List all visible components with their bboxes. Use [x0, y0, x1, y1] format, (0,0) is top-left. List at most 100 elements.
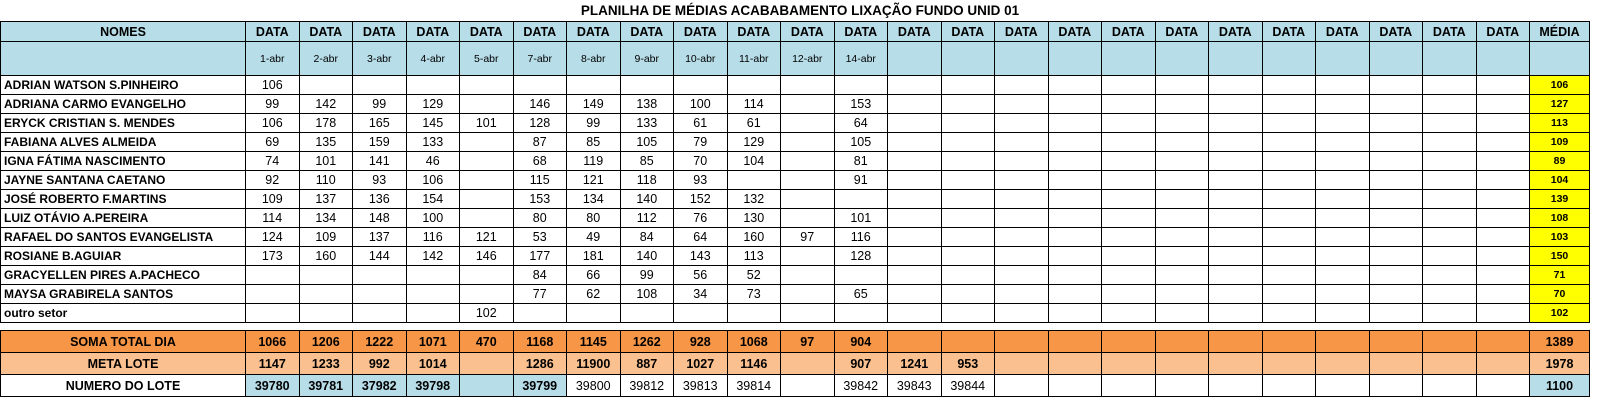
value-cell[interactable] [1101, 265, 1156, 285]
lote-value[interactable] [1475, 374, 1530, 397]
value-cell[interactable] [352, 284, 407, 304]
employee-name[interactable]: JAYNE SANTANA CAETANO [0, 170, 246, 190]
meta-value[interactable]: 992 [352, 352, 407, 375]
value-cell[interactable] [833, 189, 888, 209]
value-cell[interactable] [1047, 170, 1102, 190]
value-cell[interactable] [887, 265, 942, 285]
value-cell[interactable] [1422, 303, 1477, 323]
lote-value[interactable]: 39812 [619, 374, 674, 397]
value-cell[interactable]: 113 [726, 246, 781, 266]
value-cell[interactable] [833, 75, 888, 95]
value-cell[interactable] [1208, 284, 1263, 304]
value-cell[interactable] [1368, 208, 1423, 228]
value-cell[interactable]: 99 [619, 265, 674, 285]
value-cell[interactable] [726, 170, 781, 190]
value-cell[interactable] [940, 265, 995, 285]
employee-name[interactable]: GRACYELLEN PIRES A.PACHECO [0, 265, 246, 285]
lote-value[interactable]: 39798 [405, 374, 460, 397]
value-cell[interactable] [1047, 113, 1102, 133]
lote-value[interactable] [1368, 374, 1423, 397]
value-cell[interactable] [1422, 132, 1477, 152]
value-cell[interactable] [994, 265, 1049, 285]
data-header[interactable]: DATA [940, 21, 995, 42]
data-header[interactable]: DATA [1047, 21, 1102, 42]
lote-value[interactable]: 39781 [298, 374, 353, 397]
value-cell[interactable] [780, 303, 835, 323]
lote-value[interactable] [1047, 374, 1102, 397]
value-cell[interactable] [1315, 113, 1370, 133]
value-cell[interactable]: 116 [833, 227, 888, 247]
date-cell[interactable]: 14-abr [833, 41, 888, 76]
average-cell[interactable]: 104 [1529, 170, 1590, 190]
meta-value[interactable]: 11900 [566, 352, 621, 375]
value-cell[interactable] [887, 208, 942, 228]
value-cell[interactable]: 130 [726, 208, 781, 228]
value-cell[interactable] [1101, 189, 1156, 209]
soma-value[interactable] [1047, 330, 1102, 353]
value-cell[interactable] [1047, 94, 1102, 114]
value-cell[interactable] [1101, 303, 1156, 323]
meta-value[interactable]: 1146 [726, 352, 781, 375]
meta-value[interactable]: 1286 [512, 352, 567, 375]
value-cell[interactable] [1368, 227, 1423, 247]
value-cell[interactable]: 85 [619, 151, 674, 171]
value-cell[interactable] [352, 303, 407, 323]
value-cell[interactable] [1475, 113, 1530, 133]
value-cell[interactable]: 97 [780, 227, 835, 247]
meta-value[interactable]: 953 [940, 352, 995, 375]
lote-value[interactable] [1154, 374, 1209, 397]
value-cell[interactable] [1261, 151, 1316, 171]
data-header[interactable]: DATA [780, 21, 835, 42]
value-cell[interactable] [1208, 94, 1263, 114]
value-cell[interactable] [1368, 189, 1423, 209]
value-cell[interactable] [1261, 132, 1316, 152]
value-cell[interactable] [833, 265, 888, 285]
meta-value[interactable]: 1027 [673, 352, 728, 375]
soma-value[interactable] [1368, 330, 1423, 353]
value-cell[interactable]: 148 [352, 208, 407, 228]
value-cell[interactable] [1261, 303, 1316, 323]
value-cell[interactable] [1315, 227, 1370, 247]
value-cell[interactable]: 84 [619, 227, 674, 247]
value-cell[interactable]: 134 [566, 189, 621, 209]
employee-name[interactable]: MAYSA GRABIRELA SANTOS [0, 284, 246, 304]
value-cell[interactable] [1422, 227, 1477, 247]
value-cell[interactable]: 84 [512, 265, 567, 285]
value-cell[interactable] [619, 303, 674, 323]
soma-value[interactable] [1475, 330, 1530, 353]
value-cell[interactable] [1047, 303, 1102, 323]
value-cell[interactable] [1475, 75, 1530, 95]
lote-value[interactable] [1422, 374, 1477, 397]
value-cell[interactable] [887, 132, 942, 152]
value-cell[interactable]: 80 [566, 208, 621, 228]
value-cell[interactable] [994, 246, 1049, 266]
data-header[interactable]: DATA [887, 21, 942, 42]
employee-name[interactable]: LUIZ OTÁVIO A.PEREIRA [0, 208, 246, 228]
value-cell[interactable] [726, 75, 781, 95]
value-cell[interactable] [1261, 189, 1316, 209]
soma-value[interactable]: 928 [673, 330, 728, 353]
average-cell[interactable]: 102 [1529, 303, 1590, 323]
value-cell[interactable] [940, 75, 995, 95]
value-cell[interactable] [245, 265, 300, 285]
value-cell[interactable] [1368, 265, 1423, 285]
value-cell[interactable] [1154, 170, 1209, 190]
employee-name[interactable]: ERYCK CRISTIAN S. MENDES [0, 113, 246, 133]
value-cell[interactable]: 108 [619, 284, 674, 304]
value-cell[interactable]: 66 [566, 265, 621, 285]
lote-value[interactable] [994, 374, 1049, 397]
average-cell[interactable]: 150 [1529, 246, 1590, 266]
employee-name[interactable]: ADRIAN WATSON S.PINHEIRO [0, 75, 246, 95]
value-cell[interactable] [1261, 284, 1316, 304]
soma-value[interactable] [994, 330, 1049, 353]
value-cell[interactable] [1208, 75, 1263, 95]
soma-value[interactable]: 1206 [298, 330, 353, 353]
value-cell[interactable] [780, 265, 835, 285]
value-cell[interactable] [1261, 265, 1316, 285]
value-cell[interactable] [780, 151, 835, 171]
value-cell[interactable] [940, 284, 995, 304]
meta-value[interactable] [1422, 352, 1477, 375]
value-cell[interactable] [1047, 151, 1102, 171]
meta-value[interactable] [1315, 352, 1370, 375]
value-cell[interactable] [405, 265, 460, 285]
